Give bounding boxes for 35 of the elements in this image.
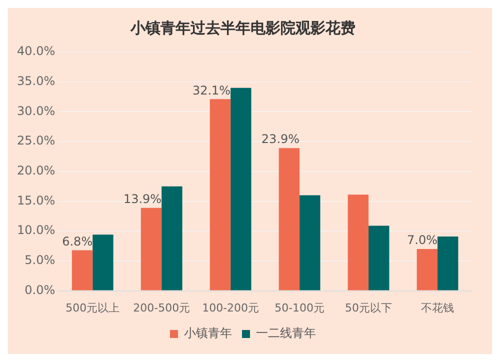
bar bbox=[278, 148, 300, 290]
y-tick-label: 30.0% bbox=[16, 104, 56, 118]
bar bbox=[300, 195, 320, 290]
x-tick-label: 不花钱 bbox=[421, 301, 454, 314]
x-tick-label: 50-100元 bbox=[274, 301, 325, 314]
data-label: 23.9% bbox=[261, 132, 300, 146]
x-tick-label: 500元以上 bbox=[66, 301, 120, 314]
bar bbox=[72, 250, 93, 290]
data-label: 13.9% bbox=[123, 192, 162, 206]
y-tick-label: 15.0% bbox=[16, 193, 56, 208]
bar bbox=[368, 226, 390, 290]
data-label: 32.1% bbox=[192, 83, 231, 98]
bar bbox=[416, 249, 438, 290]
y-tick-label: 40.0% bbox=[16, 44, 56, 58]
bar bbox=[230, 88, 252, 290]
bar bbox=[162, 186, 182, 290]
chart-title: 小镇青年过去半年电影院观影花费 bbox=[130, 18, 356, 37]
x-tick-label: 100-200元 bbox=[202, 301, 260, 314]
legend-label: 小镇青年 bbox=[184, 326, 232, 340]
bar bbox=[140, 208, 162, 290]
legend-label: 一二线青年 bbox=[256, 326, 316, 340]
data-label: 7.0% bbox=[407, 233, 438, 248]
y-tick-label: 0.0% bbox=[24, 282, 56, 297]
bar bbox=[210, 99, 231, 290]
data-label: 6.8% bbox=[62, 234, 93, 248]
bar bbox=[348, 194, 369, 290]
x-tick-label: 200-500元 bbox=[133, 301, 190, 314]
bar bbox=[92, 234, 114, 290]
y-tick-label: 5.0% bbox=[24, 253, 56, 268]
y-tick-label: 20.0% bbox=[16, 164, 56, 178]
bar bbox=[438, 236, 458, 290]
y-tick-label: 35.0% bbox=[16, 74, 56, 88]
x-tick-label: 50元以下 bbox=[345, 301, 392, 314]
y-tick-label: 25.0% bbox=[16, 134, 56, 148]
y-tick-label: 10.0% bbox=[16, 223, 56, 238]
